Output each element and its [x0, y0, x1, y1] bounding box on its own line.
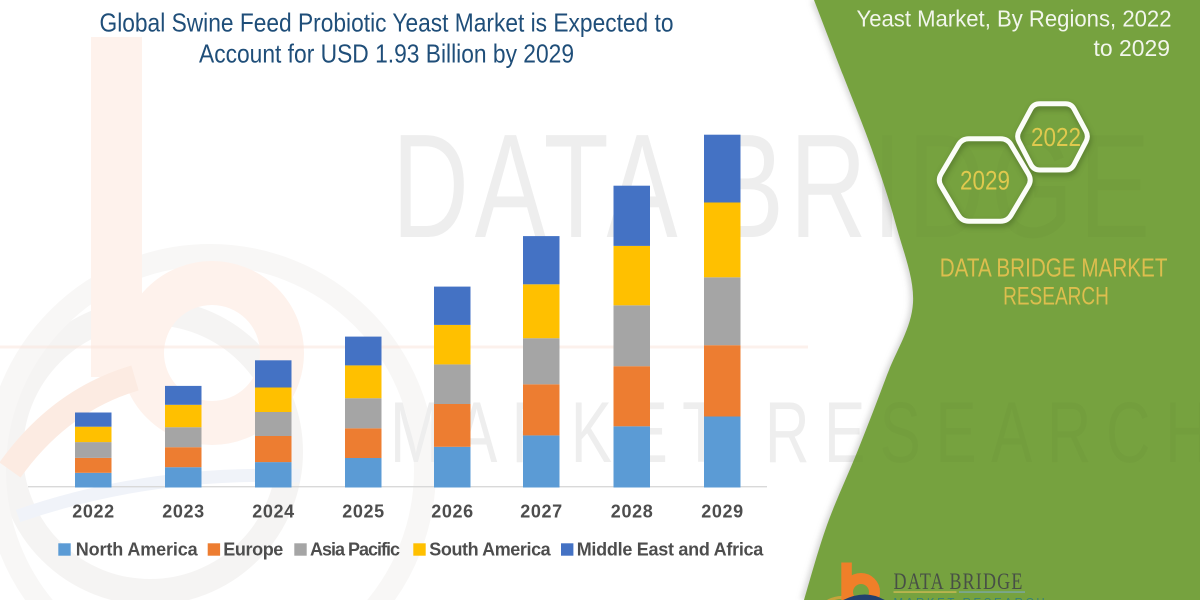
svg-text:2028: 2028: [611, 502, 653, 522]
svg-text:RESEARCH: RESEARCH: [1003, 283, 1109, 311]
svg-text:Account for USD 1.93 Billion b: Account for USD 1.93 Billion by 2029: [199, 39, 574, 69]
svg-text:Middle East and Africa: Middle East and Africa: [577, 540, 765, 560]
svg-text:2022: 2022: [72, 502, 114, 522]
svg-text:South America: South America: [429, 540, 551, 560]
svg-text:MARKET RESEARCH: MARKET RESEARCH: [894, 598, 1048, 600]
svg-text:DATA BRIDGE MARKET: DATA BRIDGE MARKET: [940, 255, 1168, 283]
svg-text:2026: 2026: [431, 502, 473, 522]
svg-text:to 2029: to 2029: [1094, 35, 1171, 61]
svg-text:Yeast Market, By Regions, 2022: Yeast Market, By Regions, 2022: [857, 6, 1172, 32]
svg-text:2029: 2029: [701, 502, 743, 522]
svg-text:Global Swine Feed Probiotic Ye: Global Swine Feed Probiotic Yeast Market…: [100, 8, 674, 38]
svg-text:2025: 2025: [342, 502, 384, 522]
svg-text:North America: North America: [76, 540, 199, 560]
svg-text:Asia Pacific: Asia Pacific: [310, 540, 400, 560]
svg-text:Europe: Europe: [223, 540, 283, 560]
svg-text:2023: 2023: [162, 502, 204, 522]
svg-text:2027: 2027: [520, 502, 562, 522]
svg-text:2022: 2022: [1031, 122, 1081, 152]
svg-text:DATA BRIDGE: DATA BRIDGE: [894, 569, 1024, 594]
svg-text:2024: 2024: [252, 502, 294, 522]
svg-text:2029: 2029: [960, 166, 1010, 196]
